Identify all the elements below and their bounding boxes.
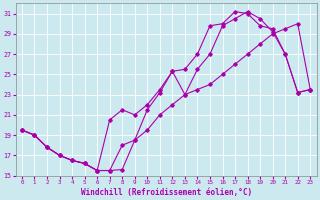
X-axis label: Windchill (Refroidissement éolien,°C): Windchill (Refroidissement éolien,°C) [81, 188, 252, 197]
